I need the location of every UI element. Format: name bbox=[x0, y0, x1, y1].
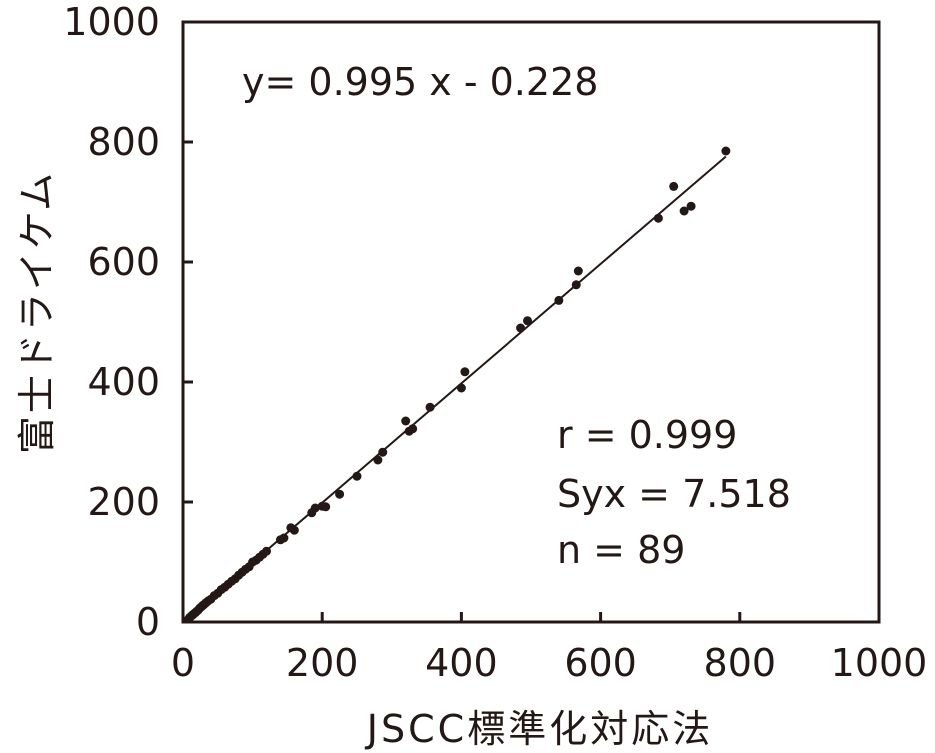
equation-annotation: y= 0.995 x - 0.228 bbox=[242, 60, 598, 104]
x-tick-label: 800 bbox=[704, 641, 777, 685]
y-tick-label: 800 bbox=[87, 120, 160, 164]
data-point bbox=[378, 447, 388, 457]
x-tick-label: 1000 bbox=[831, 641, 928, 685]
data-point bbox=[262, 546, 272, 556]
y-axis-label: 富士ドライケム bbox=[15, 170, 59, 454]
data-point bbox=[653, 213, 663, 223]
plot-area bbox=[181, 20, 881, 624]
x-axis-label: JSCC標準化対応法 bbox=[365, 707, 713, 751]
syx-annotation: Syx = 7.518 bbox=[557, 472, 791, 516]
data-point bbox=[425, 402, 435, 412]
x-axis-ticks: 0 200 400 600 800 1000 bbox=[171, 612, 927, 685]
data-point bbox=[571, 280, 581, 290]
x-tick-label: 200 bbox=[286, 641, 359, 685]
x-tick-label: 0 bbox=[171, 641, 195, 685]
data-point bbox=[554, 295, 564, 305]
data-point bbox=[686, 201, 696, 211]
y-tick-label: 600 bbox=[87, 240, 160, 284]
data-point bbox=[321, 502, 331, 512]
data-point bbox=[669, 181, 679, 191]
data-point bbox=[279, 533, 289, 543]
y-axis-ticks: 0 200 400 600 800 1000 bbox=[63, 0, 193, 644]
data-point bbox=[573, 266, 583, 276]
data-point bbox=[523, 316, 533, 326]
x-tick-label: 400 bbox=[425, 641, 498, 685]
data-point bbox=[289, 525, 299, 535]
data-points bbox=[184, 146, 731, 624]
y-tick-label: 400 bbox=[87, 360, 160, 404]
data-point bbox=[373, 455, 383, 465]
y-tick-label: 200 bbox=[87, 480, 160, 524]
n-annotation: n = 89 bbox=[557, 528, 685, 572]
data-point bbox=[401, 416, 411, 426]
plot-frame bbox=[181, 20, 881, 624]
data-point bbox=[335, 489, 345, 499]
regression-line bbox=[182, 155, 727, 623]
r-annotation: r = 0.999 bbox=[557, 413, 737, 457]
data-point bbox=[408, 424, 418, 434]
data-point bbox=[460, 367, 470, 377]
data-point bbox=[456, 383, 466, 393]
data-point bbox=[516, 323, 526, 333]
y-tick-label: 1000 bbox=[63, 0, 160, 44]
data-point bbox=[352, 471, 362, 481]
x-tick-label: 600 bbox=[564, 641, 637, 685]
y-tick-label: 0 bbox=[136, 600, 160, 644]
data-point bbox=[679, 206, 689, 216]
data-point bbox=[310, 503, 320, 513]
data-point bbox=[721, 146, 731, 156]
